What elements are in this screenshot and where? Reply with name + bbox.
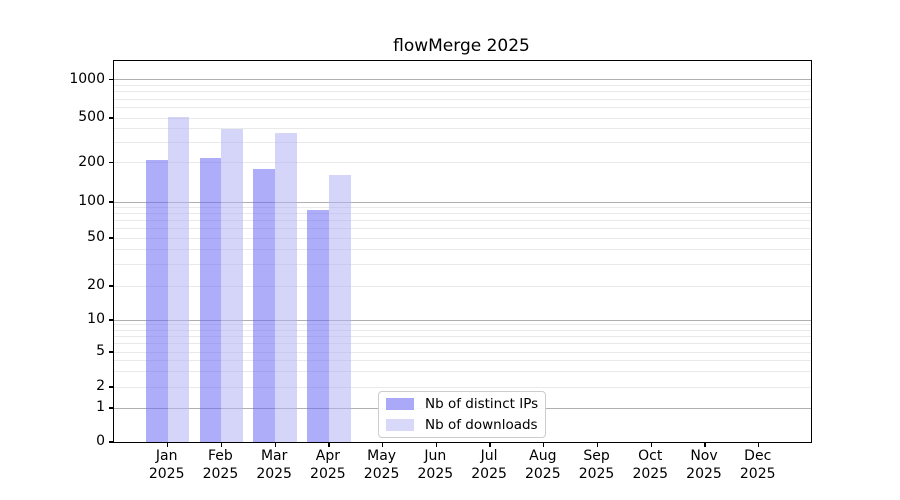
y-tick-label: 5: [96, 343, 105, 359]
x-tick-label: Dec 2025: [739, 448, 776, 482]
plot-area: [109, 60, 812, 447]
y-tick-mark: [109, 319, 114, 321]
x-tick-label: Apr 2025: [310, 448, 346, 482]
x-tick-label: Mar 2025: [256, 448, 292, 482]
y-tick-label: 100: [78, 193, 105, 209]
bar-distinct-ips: [145, 160, 168, 442]
gridline-minor: [114, 324, 811, 326]
x-tick-label: Oct 2025: [632, 448, 669, 482]
x-tick-mark: [489, 442, 491, 447]
gridline-minor: [114, 237, 811, 239]
y-tick-label: 200: [78, 153, 105, 170]
y-tick-mark: [109, 351, 114, 353]
gridline-minor: [114, 142, 811, 144]
x-tick-mark: [596, 442, 599, 447]
gridline-minor: [114, 128, 811, 130]
x-tick-label: Feb 2025: [202, 448, 239, 482]
x-tick-mark: [650, 442, 652, 447]
y-tick-mark: [109, 441, 114, 443]
y-tick-label: 10: [87, 311, 105, 327]
gridline-minor: [114, 213, 811, 215]
y-tick-mark: [109, 161, 114, 164]
bar-downloads: [221, 128, 244, 442]
bar-distinct-ips: [307, 210, 329, 442]
gridline-minor: [114, 386, 811, 388]
bar-distinct-ips: [199, 157, 222, 442]
gridline-minor: [114, 98, 811, 100]
y-tick-label: 0: [96, 433, 105, 449]
y-tick-mark: [109, 201, 114, 203]
gridline-major: [114, 319, 811, 321]
y-tick-label: 500: [78, 109, 105, 125]
bar-downloads: [167, 117, 190, 442]
legend-swatch-downloads: [386, 418, 414, 431]
legend-label-downloads: Nb of downloads: [425, 416, 538, 433]
x-tick-mark: [274, 442, 276, 447]
x-tick-mark: [543, 442, 545, 447]
y-tick-label: 50: [87, 229, 105, 245]
gridline-minor: [114, 84, 811, 86]
gridline-major: [114, 79, 811, 80]
y-tick-label: 20: [87, 277, 105, 293]
gridline-minor: [114, 117, 811, 119]
x-tick-mark: [328, 442, 330, 447]
y-tick-label: 1: [96, 399, 105, 415]
gridline-minor: [114, 335, 811, 337]
y-tick-mark: [109, 117, 114, 119]
gridline-minor: [114, 162, 811, 163]
gridline-minor: [114, 206, 811, 208]
x-tick-label: Aug 2025: [524, 448, 561, 482]
gridline-minor: [114, 264, 811, 266]
gridline-minor: [114, 285, 811, 287]
legend-item-downloads: Nb of downloads: [386, 416, 538, 434]
x-tick-label: May 2025: [363, 448, 400, 482]
x-tick-label: Jan 2025: [148, 448, 185, 482]
chart-title: flowMerge 2025: [393, 36, 530, 56]
legend-swatch-distinct-ips: [386, 398, 414, 411]
y-tick-mark: [109, 237, 114, 239]
legend: Nb of distinct IPs Nb of downloads: [378, 391, 546, 438]
x-tick-label: Sep 2025: [578, 448, 615, 482]
y-tick-mark: [109, 407, 114, 409]
gridline-minor: [114, 220, 811, 222]
legend-item-distinct-ips: Nb of distinct IPs: [386, 396, 539, 413]
x-tick-label: Jul 2025: [471, 448, 507, 482]
gridline-minor: [114, 249, 811, 251]
gridline-minor: [114, 371, 811, 372]
y-tick-mark: [109, 78, 114, 81]
gridline-minor: [114, 360, 811, 362]
x-tick-mark: [758, 442, 760, 447]
gridline-minor: [114, 91, 811, 93]
x-tick-mark: [381, 442, 384, 447]
gridline-minor: [114, 351, 811, 353]
bar-distinct-ips: [253, 168, 276, 442]
x-tick-label: Jun 2025: [417, 448, 454, 482]
bar-downloads: [275, 132, 297, 442]
x-tick-mark: [220, 442, 223, 447]
x-tick-mark: [704, 442, 706, 447]
y-tick-label: 1000: [69, 70, 105, 87]
y-tick-label: 2: [96, 378, 105, 394]
gridline-minor: [114, 343, 811, 345]
x-tick-mark: [167, 442, 169, 447]
gridline-major: [114, 201, 811, 203]
gridline-minor: [114, 228, 811, 230]
y-tick-mark: [109, 285, 114, 287]
x-tick-mark: [435, 442, 437, 447]
x-tick-label: Nov 2025: [686, 448, 722, 482]
legend-label-distinct-ips: Nb of distinct IPs: [425, 396, 539, 413]
bar-downloads: [328, 175, 351, 442]
gridline-minor: [114, 107, 811, 109]
gridline-minor: [114, 329, 811, 331]
y-tick-mark: [109, 386, 114, 388]
